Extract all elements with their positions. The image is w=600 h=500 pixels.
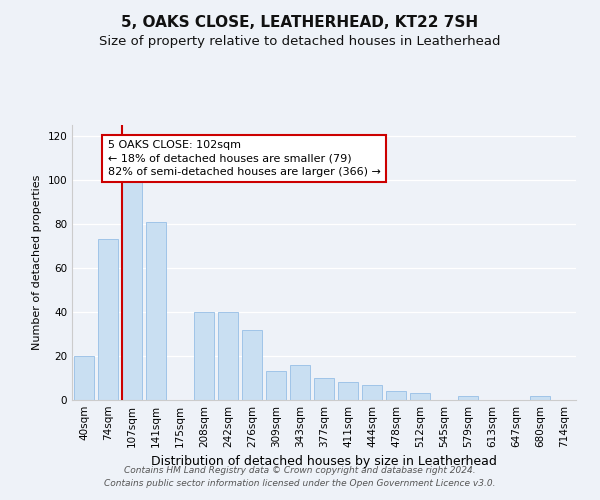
Text: Contains HM Land Registry data © Crown copyright and database right 2024.
Contai: Contains HM Land Registry data © Crown c… [104, 466, 496, 487]
Bar [410, 394, 430, 400]
Bar [266, 372, 286, 400]
Text: 5 OAKS CLOSE: 102sqm
← 18% of detached houses are smaller (79)
82% of semi-detac: 5 OAKS CLOSE: 102sqm ← 18% of detached h… [108, 140, 381, 177]
Y-axis label: Number of detached properties: Number of detached properties [32, 175, 42, 350]
Bar [122, 178, 142, 400]
Bar [386, 391, 406, 400]
Text: 5, OAKS CLOSE, LEATHERHEAD, KT22 7SH: 5, OAKS CLOSE, LEATHERHEAD, KT22 7SH [121, 15, 479, 30]
Bar [146, 222, 166, 400]
Bar [98, 240, 118, 400]
Bar [74, 356, 94, 400]
Text: Size of property relative to detached houses in Leatherhead: Size of property relative to detached ho… [99, 35, 501, 48]
Bar [530, 396, 550, 400]
Bar [194, 312, 214, 400]
Bar [290, 365, 310, 400]
Bar [314, 378, 334, 400]
Bar [338, 382, 358, 400]
Bar [458, 396, 478, 400]
Bar [218, 312, 238, 400]
Bar [362, 384, 382, 400]
Bar [242, 330, 262, 400]
X-axis label: Distribution of detached houses by size in Leatherhead: Distribution of detached houses by size … [151, 456, 497, 468]
